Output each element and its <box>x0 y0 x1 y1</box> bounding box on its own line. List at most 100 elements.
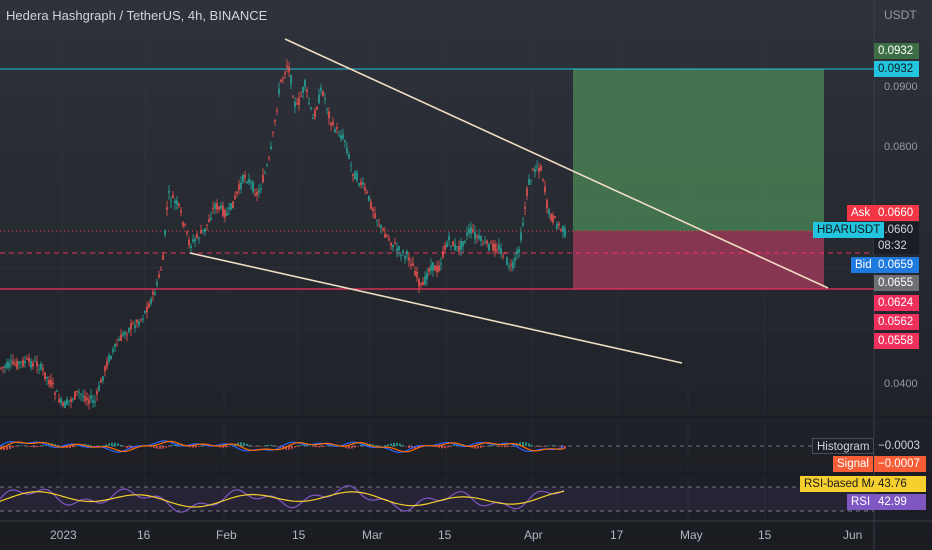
candle-body <box>168 191 170 193</box>
candle-body <box>26 358 28 360</box>
candle-body <box>538 168 540 172</box>
histogram-bar <box>354 446 356 448</box>
bid-tag: Bid <box>851 257 876 273</box>
candle-body <box>188 239 190 245</box>
candle-body <box>372 208 374 212</box>
candle-body <box>364 187 366 191</box>
candle-body <box>546 200 548 209</box>
profit-zone[interactable] <box>573 69 824 231</box>
histogram-bar <box>243 442 245 446</box>
candle-body <box>194 239 196 242</box>
price-tick: 0.0900 <box>884 81 918 93</box>
histogram-bar <box>162 446 164 449</box>
candle-body <box>350 164 352 166</box>
candle-body <box>58 399 60 403</box>
histogram-bar <box>273 445 275 447</box>
candle-body <box>242 174 244 182</box>
histogram-bar <box>486 445 488 447</box>
candle-body <box>20 361 22 363</box>
lower-trendline[interactable] <box>189 252 683 364</box>
histogram-bar <box>327 445 329 446</box>
candle-body <box>260 188 262 190</box>
histogram-bar <box>66 446 68 449</box>
histogram-bar <box>48 443 50 446</box>
candle-body <box>198 237 200 239</box>
histogram-bar <box>543 446 545 447</box>
candle-body <box>408 257 410 261</box>
candle-body <box>200 230 202 234</box>
candle-body <box>330 123 332 126</box>
price-label-entry: 0.0655 <box>874 275 919 291</box>
histogram-bar <box>561 446 563 448</box>
candle-body <box>558 223 560 226</box>
candle-body <box>410 264 412 266</box>
histogram-bar <box>294 446 296 448</box>
histogram-bar <box>222 446 224 448</box>
candle-body <box>164 229 166 236</box>
candle-body <box>308 102 310 104</box>
histogram-bar <box>555 445 557 447</box>
candle-body <box>484 241 486 243</box>
candle-body <box>550 214 552 221</box>
candle-body <box>316 107 318 110</box>
histogram-bar <box>480 446 482 448</box>
histogram-bar <box>111 442 113 446</box>
candle-body <box>374 213 376 219</box>
price-label-target: 0.0932 <box>874 43 919 59</box>
candle-body <box>416 271 418 278</box>
candle-body <box>404 255 406 259</box>
candle-body <box>74 391 76 400</box>
histogram-bar <box>246 443 248 446</box>
histogram-bar <box>150 446 152 447</box>
candle-body <box>388 238 390 241</box>
candle-body <box>270 146 272 150</box>
histogram-bar <box>165 446 167 448</box>
histogram-bar <box>564 446 566 449</box>
candle-body <box>16 360 18 369</box>
candle-body <box>420 283 422 285</box>
candle-body <box>442 250 444 258</box>
symbol-title[interactable]: Hedera Hashgraph / TetherUS, 4h, BINANCE <box>6 8 268 23</box>
candle-body <box>276 110 278 112</box>
candle-body <box>466 232 468 236</box>
candle-body <box>336 127 338 129</box>
histogram-bar <box>444 446 446 449</box>
candle-body <box>208 219 210 223</box>
candle-body <box>382 228 384 230</box>
histogram-bar <box>489 445 491 446</box>
candle-body <box>146 306 148 313</box>
candle-body <box>390 242 392 246</box>
bar-countdown: 08:32 <box>874 238 919 254</box>
upper-trendline[interactable] <box>284 38 829 289</box>
histogram-bar <box>159 446 161 449</box>
currency-label[interactable]: USDT <box>884 8 917 22</box>
symbol-tag: HBARUSDT <box>813 222 885 238</box>
candle-body <box>118 339 120 341</box>
histogram-bar <box>441 446 443 449</box>
candle-body <box>398 246 400 250</box>
candle-body <box>126 334 128 336</box>
candle-body <box>362 182 364 185</box>
histogram-bar <box>378 445 380 447</box>
candle-body <box>240 182 242 189</box>
candle-body <box>326 108 328 110</box>
time-tick: Feb <box>216 528 237 542</box>
candle-body <box>34 360 36 362</box>
histogram-bar <box>72 446 74 448</box>
candle-body <box>272 131 274 133</box>
candle-body <box>396 248 398 252</box>
candle-body <box>340 135 342 139</box>
candle-body <box>448 236 450 241</box>
candle-body <box>8 362 10 368</box>
candle-body <box>38 369 40 371</box>
histogram-bar <box>120 444 122 446</box>
candle-body <box>106 361 108 368</box>
rsi-ma-line <box>0 490 565 508</box>
candle-body <box>120 334 122 341</box>
candle-body <box>562 225 564 233</box>
candle-body <box>324 98 326 100</box>
histogram-bar <box>408 446 410 448</box>
loss-zone[interactable] <box>573 231 824 289</box>
